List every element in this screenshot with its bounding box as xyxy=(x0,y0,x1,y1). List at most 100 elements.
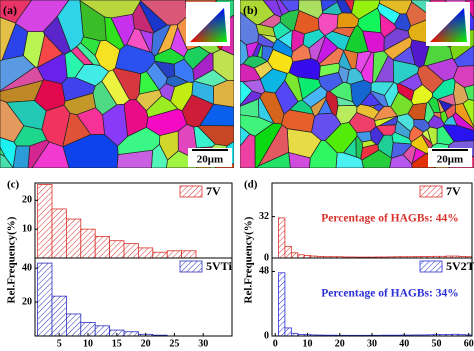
bar xyxy=(278,272,286,337)
grain xyxy=(101,69,130,106)
bar xyxy=(284,245,292,259)
bar xyxy=(152,251,168,259)
grain xyxy=(138,0,168,33)
legend-label: 5VTi xyxy=(206,259,232,273)
y-tick-label: 0 xyxy=(264,330,269,341)
x-tick-label: 0 xyxy=(273,338,278,349)
y-tick-label: 0 xyxy=(264,252,269,263)
bar xyxy=(80,228,96,259)
scale-box xyxy=(188,148,232,167)
bar xyxy=(278,217,286,259)
grain xyxy=(321,1,343,16)
bar xyxy=(51,295,67,337)
legend-swatch xyxy=(179,185,203,198)
grain xyxy=(240,114,274,137)
bar xyxy=(109,240,125,259)
grain xyxy=(432,77,456,100)
grain xyxy=(41,104,71,148)
grain xyxy=(37,33,64,68)
grain xyxy=(192,52,214,82)
grain xyxy=(361,139,377,148)
grain xyxy=(193,126,216,149)
x-tick-label: 5 xyxy=(57,338,62,349)
grain xyxy=(455,103,474,130)
y-tick-label: 32 xyxy=(259,211,269,222)
ipf-triangle-overlay xyxy=(190,8,227,42)
grain xyxy=(191,80,214,105)
x-tick-label: 30 xyxy=(198,338,208,349)
grain xyxy=(12,145,31,168)
annotation: Percentage of HAGBs: 34% xyxy=(321,288,458,300)
bar xyxy=(65,218,82,259)
x-tick-label: 25 xyxy=(169,338,179,349)
grain xyxy=(402,144,417,165)
legend-swatch xyxy=(419,260,443,273)
y-tick-label: 20 xyxy=(22,195,32,206)
panel-label: (a) xyxy=(3,3,17,17)
grain xyxy=(390,91,414,117)
y-tick-label: 10 xyxy=(22,223,32,234)
grain xyxy=(319,62,341,78)
grain xyxy=(63,92,97,116)
grain xyxy=(316,36,339,65)
panel-label: (b) xyxy=(243,3,258,17)
bar xyxy=(123,331,139,337)
bar xyxy=(65,313,82,337)
bar xyxy=(166,250,182,259)
grain xyxy=(258,14,281,28)
legend-label: 7V xyxy=(446,184,461,198)
grain xyxy=(79,0,141,19)
bar xyxy=(181,250,197,259)
scale-box xyxy=(428,148,472,167)
grain xyxy=(374,115,398,127)
grain xyxy=(255,152,291,168)
grain xyxy=(80,36,101,57)
grain xyxy=(240,63,262,83)
axes-frame xyxy=(34,257,233,337)
grain xyxy=(0,0,33,24)
grain xyxy=(372,50,389,83)
bar xyxy=(284,327,292,337)
grain xyxy=(252,42,262,57)
legend-swatch xyxy=(179,260,203,273)
bar xyxy=(123,243,139,259)
grain xyxy=(356,104,380,120)
grain xyxy=(275,0,290,16)
bar xyxy=(37,184,53,259)
x-tick-label: 60 xyxy=(464,338,474,349)
grain xyxy=(272,38,293,58)
ebsd-map xyxy=(0,0,234,168)
grain xyxy=(421,129,432,144)
y-axis-label: Rel.Frequency(%) xyxy=(243,216,255,303)
x-tick-label: 10 xyxy=(83,338,93,349)
grain xyxy=(346,67,365,85)
grain xyxy=(311,112,342,141)
legend-swatch xyxy=(419,185,443,198)
grain xyxy=(154,48,185,65)
y-axis-label: Rel.Frequency(%) xyxy=(6,216,18,303)
grain xyxy=(336,12,360,29)
ipf-triangle-overlay xyxy=(430,8,467,42)
x-tick-label: 15 xyxy=(112,338,122,349)
grain xyxy=(288,99,314,115)
grain xyxy=(377,2,401,25)
grain xyxy=(154,60,175,79)
grain xyxy=(368,105,376,109)
panel-label: (d) xyxy=(244,179,258,191)
panel-label: (c) xyxy=(7,179,20,191)
bar xyxy=(37,262,53,337)
x-tick-label: 30 xyxy=(367,338,377,349)
x-tick-label: 20 xyxy=(335,338,345,349)
x-tick-label: 20 xyxy=(141,338,151,349)
grain xyxy=(344,0,355,13)
annotation: Percentage of HAGBs: 44% xyxy=(321,213,458,225)
x-tick-label: 10 xyxy=(302,338,312,349)
bar xyxy=(290,252,299,259)
bar xyxy=(51,208,67,259)
y-tick-label: 20 xyxy=(22,296,32,307)
bar xyxy=(137,247,154,259)
y-tick-label: 48 xyxy=(259,266,269,277)
grain xyxy=(117,126,161,155)
legend-label: 7V xyxy=(206,184,221,198)
